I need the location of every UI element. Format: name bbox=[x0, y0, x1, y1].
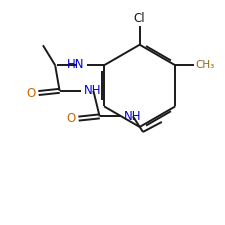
Text: HN: HN bbox=[67, 58, 84, 71]
Text: Cl: Cl bbox=[133, 12, 145, 25]
Text: NH: NH bbox=[123, 110, 140, 123]
Text: O: O bbox=[66, 112, 76, 125]
Text: NH: NH bbox=[83, 84, 100, 97]
Text: CH₃: CH₃ bbox=[194, 60, 213, 70]
Text: O: O bbox=[27, 87, 36, 99]
